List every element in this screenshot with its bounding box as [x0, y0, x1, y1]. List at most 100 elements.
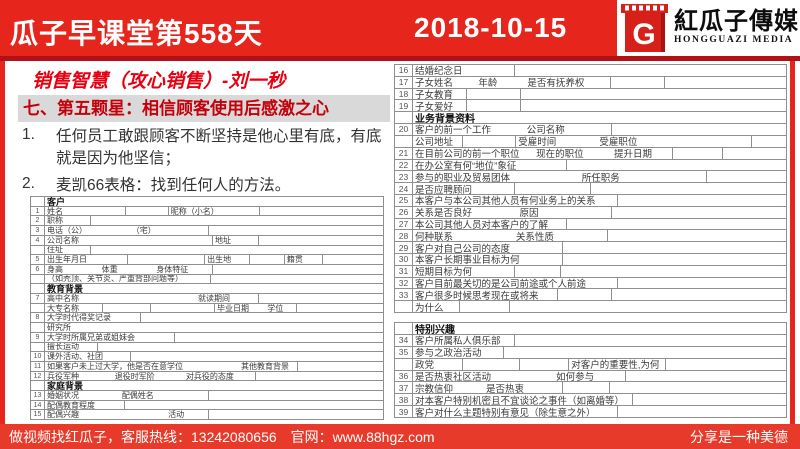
row-number: 1 [31, 206, 45, 216]
table-row: 20 客户的前一个工作 公司名称 [395, 123, 786, 135]
blank-cell [617, 406, 786, 417]
course-series-title: 销售智慧（攻心销售）-刘一秒 [32, 71, 286, 92]
table-row: 13 婚姻状况 配偶姓名 [31, 390, 383, 400]
table-row: 1 姓名 昵称（小名） [31, 205, 383, 216]
blank-cell [607, 230, 786, 242]
blank-cell [565, 159, 786, 171]
row-number [31, 274, 45, 284]
blank-cell [127, 255, 204, 264]
row-number: 36 [395, 370, 413, 382]
table-row: 8 大学时代得奖记录 [31, 312, 383, 323]
blank-cell [562, 382, 609, 394]
table-row: 35 参与之政治活动 [395, 345, 786, 358]
field-label: 短期目标为何 [415, 267, 473, 277]
table-row: 19 子女爱好 [395, 99, 786, 112]
field-label: 高中名称 [47, 294, 79, 303]
blank-cell [750, 135, 786, 147]
mackay66-table-right-bottom: 特别兴趣 34 客户所属私人俱乐部 35 参与之政治活动 政党 对客户的重要性,为何 36 是否… [394, 322, 787, 418]
row-number: 38 [395, 394, 413, 406]
row-number: 37 [395, 382, 413, 394]
blank-cell [123, 400, 383, 410]
row-number: 20 [395, 124, 413, 135]
footer-slogan: 分享是一种美德 [690, 428, 788, 445]
row-number: 10 [31, 352, 45, 361]
table-row: 住址 [31, 244, 383, 255]
field-label: 客户对什么主题特别有意见（除生意之外） [415, 407, 596, 417]
table-row: 38 对本客户特别机密且不宜谈论之事件（如离婚等） [395, 393, 786, 406]
field-label: 是否应聘顾问 [415, 184, 473, 194]
table-row: 26 关系是否良好 原因 [395, 205, 786, 218]
field-label: 客户的前一个工作 [415, 125, 492, 135]
field-label: 昵称（小名） [167, 206, 259, 216]
lesson-points: 1. 任何员工敢跟顾客不断坚持是他心里有底，有底就是因为他坚信； 2. 麦凯66… [22, 126, 394, 202]
table-row: 15 配偶兴趣 活动 [31, 409, 383, 420]
section-header: 教育背景 [47, 284, 84, 294]
field-label: 擅长运动 [47, 342, 79, 352]
row-number: 32 [395, 277, 413, 289]
row-number: 17 [395, 76, 413, 88]
table-row: 2 职称 [31, 215, 383, 226]
table-row: 14 配偶教育程度 [31, 399, 383, 410]
field-label: 毕业日期 [214, 303, 265, 313]
right-edge-bar [790, 61, 795, 424]
blank-cell [518, 358, 569, 370]
blank-cell [663, 76, 786, 88]
row-number: 34 [395, 334, 413, 346]
blank-cell [130, 352, 383, 361]
row-number [395, 135, 413, 147]
field-label: 参与之政治活动 [415, 348, 482, 358]
table-row: 23 参与的职业及贸易团体 所任职务 [395, 170, 786, 183]
field-label: 政党 [415, 360, 435, 370]
blank-cell [466, 100, 520, 112]
table-row: 34 客户所属私人俱乐部 [395, 333, 786, 346]
blank-cell [632, 394, 786, 406]
field-label: 本公司其他人员对本客户的了解 [415, 219, 549, 230]
field-label: 参与的职业及贸易团体 [415, 172, 511, 183]
blank-cell [520, 100, 786, 112]
field-label: 子女姓名 [415, 78, 454, 88]
blank-cell [212, 264, 383, 274]
blank-cell [207, 391, 383, 400]
blank-cell [608, 382, 786, 394]
blank-cell [296, 303, 383, 313]
field-label: 客户对自己公司的态度 [415, 243, 511, 253]
field-label: 结婚纪念日 [415, 66, 463, 76]
field-label: （如秃顶、关节炎、严重背部问题等） [47, 274, 183, 284]
field-label: 职称 [47, 216, 63, 226]
table-row: 27 本公司其他人员对本客户的了解 [395, 217, 786, 230]
row-number: 31 [395, 265, 413, 277]
table-row: 28 何种联系 关系性质 [395, 229, 786, 242]
blank-cell [513, 265, 561, 277]
row-number: 8 [31, 313, 45, 323]
blank-cell [207, 410, 383, 420]
blank-cell [617, 194, 786, 206]
footer-banner: 做视频找红瓜子，客服热线：13242080656 官网：www.88hgz.co… [0, 424, 800, 449]
field-label: 客户很多时候思考现在或将来 [415, 290, 539, 301]
row-number: 35 [395, 346, 413, 358]
table-row: 33 客户很多时候思考现在或将来 [395, 288, 786, 301]
field-label: 公司地址 [415, 137, 454, 147]
table-row: 7 高中名称 就读期间 [31, 293, 383, 303]
field-label: 出生年月日 [47, 255, 87, 264]
blank-cell [610, 124, 786, 135]
field-label: 子女教育 [415, 90, 454, 100]
hongguazi-logo-icon: G [621, 4, 668, 52]
field-label: 关系是否良好 [415, 208, 473, 218]
field-label: 其他教育背景 [240, 361, 289, 371]
blank-cell [503, 346, 786, 358]
logo: G 紅瓜子傳媒 HONGGUAZI MEDIA [617, 0, 800, 56]
field-label: 出生地 [204, 255, 249, 264]
row-number: 4 [31, 235, 45, 245]
field-label: 籍贯 [283, 255, 322, 264]
blank-cell [562, 254, 786, 265]
blank-cell [624, 370, 786, 382]
field-label: 是否热衷 [485, 383, 524, 394]
row-number: 19 [395, 100, 413, 112]
field-label: 年龄 [478, 78, 498, 88]
row-number: 12 [31, 371, 45, 381]
row-number: 3 [31, 226, 45, 235]
field-label: 大学时代得奖记录 [47, 313, 111, 323]
row-number [31, 323, 45, 332]
blank-cell [461, 135, 515, 147]
banner-divider [0, 56, 800, 61]
